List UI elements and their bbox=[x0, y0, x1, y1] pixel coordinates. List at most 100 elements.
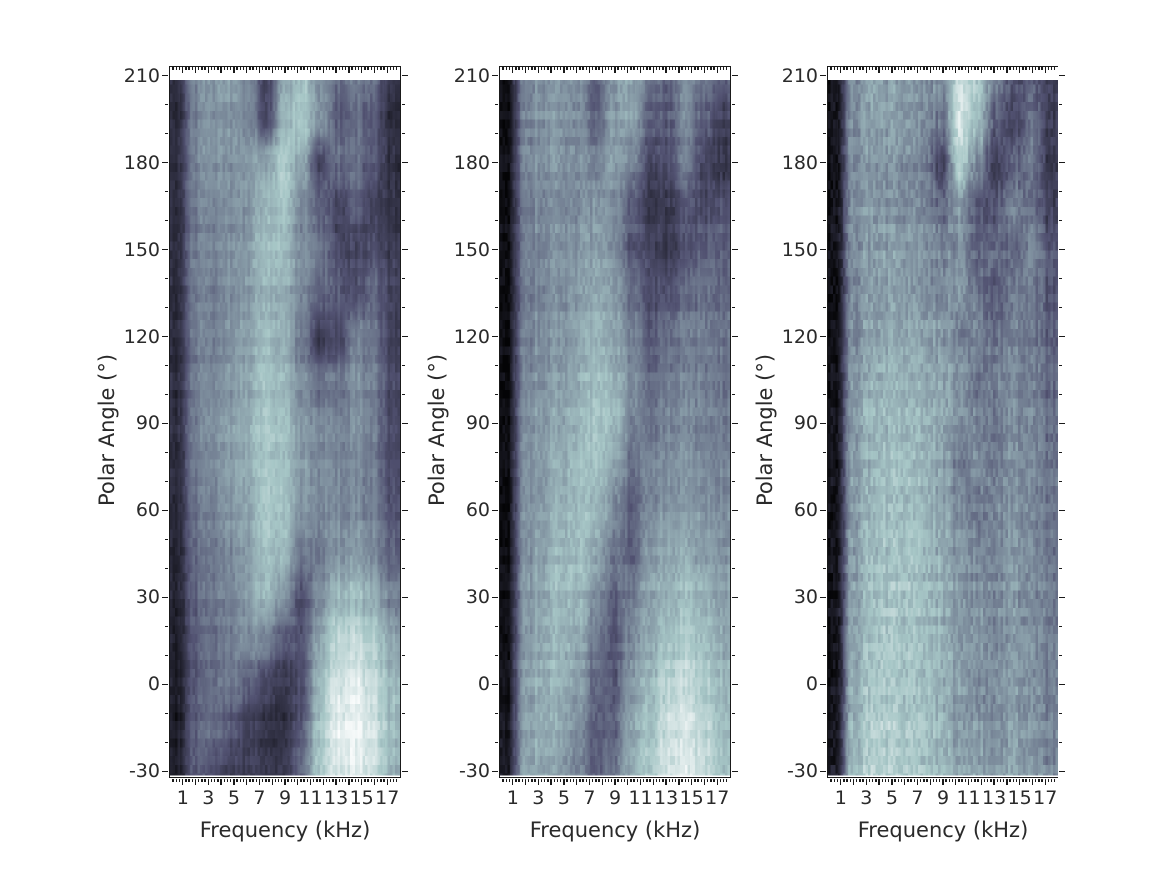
x-minor-tick bbox=[643, 778, 645, 782]
y-minor-tick bbox=[495, 480, 499, 483]
y-minor-tick bbox=[823, 654, 827, 656]
y-minor-tick-right bbox=[731, 451, 735, 454]
x-minor-tick-top bbox=[338, 67, 340, 71]
x-axis-label: Frequency (kHz) bbox=[857, 818, 1029, 842]
x-minor-tick bbox=[293, 778, 296, 782]
y-minor-tick bbox=[823, 306, 827, 309]
y-minor-tick bbox=[495, 219, 499, 222]
x-minor-tick-top bbox=[595, 67, 597, 71]
x-major-tick-top bbox=[852, 67, 855, 73]
y-minor-tick-right bbox=[1058, 538, 1062, 541]
x-minor-tick-top bbox=[502, 67, 504, 71]
x-minor-tick bbox=[1034, 778, 1037, 782]
y-minor-tick bbox=[495, 190, 499, 193]
x-minor-tick bbox=[1050, 778, 1053, 782]
x-minor-tick-top bbox=[531, 67, 533, 71]
x-minor-tick bbox=[681, 778, 683, 782]
y-minor-tick bbox=[165, 538, 169, 541]
x-minor-tick-top bbox=[894, 67, 896, 71]
x-axis-label: Frequency (kHz) bbox=[199, 818, 371, 842]
x-tick-label: 7 bbox=[911, 787, 924, 809]
y-minor-tick-right bbox=[731, 741, 735, 743]
x-minor-tick bbox=[540, 778, 543, 782]
x-minor-tick-top bbox=[726, 67, 728, 71]
x-minor-tick bbox=[607, 778, 610, 782]
y-major-tick-right bbox=[1058, 509, 1065, 512]
y-tick-label: 60 bbox=[135, 499, 160, 522]
x-tick-label: 7 bbox=[253, 787, 266, 809]
x-minor-tick bbox=[396, 778, 398, 782]
x-major-tick-top bbox=[563, 67, 565, 73]
x-minor-tick-top bbox=[607, 67, 610, 71]
x-minor-tick-top bbox=[380, 67, 382, 71]
y-major-tick-right bbox=[401, 248, 408, 251]
x-major-tick bbox=[322, 778, 325, 785]
x-minor-tick bbox=[534, 778, 536, 782]
y-minor-tick-right bbox=[401, 741, 405, 743]
y-major-tick-right bbox=[1058, 683, 1065, 685]
y-minor-tick-right bbox=[1058, 219, 1062, 222]
x-minor-tick-top bbox=[623, 67, 626, 71]
x-minor-tick bbox=[697, 778, 699, 782]
x-major-tick bbox=[1018, 778, 1021, 785]
y-minor-tick bbox=[823, 538, 827, 541]
x-minor-tick bbox=[502, 778, 504, 782]
y-major-tick bbox=[492, 509, 499, 512]
x-minor-tick bbox=[611, 778, 613, 782]
heatmap-axes-3 bbox=[827, 66, 1058, 778]
x-minor-tick-top bbox=[856, 67, 858, 71]
x-major-tick-top bbox=[335, 67, 337, 73]
x-minor-tick bbox=[1041, 778, 1043, 782]
x-minor-tick bbox=[566, 778, 568, 782]
y-major-tick-right bbox=[401, 74, 408, 77]
x-major-tick bbox=[716, 778, 718, 785]
y-tick-label: 180 bbox=[123, 151, 160, 174]
x-minor-tick-top bbox=[1054, 67, 1056, 71]
x-major-tick-top bbox=[524, 67, 527, 73]
y-major-tick-right bbox=[731, 161, 738, 164]
x-major-tick bbox=[703, 778, 706, 785]
y-minor-tick bbox=[823, 132, 827, 135]
x-minor-tick bbox=[620, 778, 623, 782]
x-minor-tick bbox=[633, 778, 635, 782]
x-major-tick-top bbox=[297, 67, 299, 73]
y-minor-tick-right bbox=[1058, 625, 1062, 627]
x-minor-tick bbox=[684, 778, 686, 782]
x-minor-tick bbox=[623, 778, 626, 782]
y-major-tick bbox=[162, 161, 169, 164]
x-major-tick bbox=[1044, 778, 1046, 785]
x-minor-tick-top bbox=[396, 67, 398, 71]
x-major-tick bbox=[967, 778, 970, 785]
x-minor-tick bbox=[999, 778, 1002, 782]
x-major-tick-top bbox=[840, 67, 842, 73]
x-minor-tick-top bbox=[945, 67, 947, 71]
y-minor-tick bbox=[165, 306, 169, 309]
x-minor-tick-top bbox=[636, 67, 639, 71]
x-minor-tick-top bbox=[604, 67, 607, 71]
x-major-tick-top bbox=[601, 67, 603, 73]
y-major-tick-right bbox=[731, 596, 738, 599]
y-tick-label: 210 bbox=[453, 64, 490, 87]
x-minor-tick-top bbox=[923, 67, 925, 71]
y-minor-tick-right bbox=[401, 625, 405, 627]
y-minor-tick bbox=[495, 451, 499, 454]
x-minor-tick-top bbox=[884, 67, 887, 71]
x-major-tick bbox=[284, 778, 286, 785]
y-minor-tick bbox=[165, 480, 169, 483]
y-tick-label: 90 bbox=[465, 412, 490, 435]
x-minor-tick-top bbox=[175, 67, 178, 71]
y-minor-tick-right bbox=[401, 103, 405, 106]
x-minor-tick-top bbox=[887, 67, 890, 71]
x-minor-tick bbox=[913, 778, 915, 782]
x-minor-tick-top bbox=[582, 67, 584, 71]
x-minor-tick bbox=[694, 778, 696, 782]
x-minor-tick-top bbox=[971, 67, 973, 71]
x-minor-tick bbox=[830, 778, 832, 782]
x-minor-tick-top bbox=[559, 67, 562, 71]
y-tick-label: -30 bbox=[128, 760, 160, 783]
y-major-tick-right bbox=[401, 509, 408, 512]
y-minor-tick-right bbox=[401, 538, 405, 541]
x-minor-tick bbox=[977, 778, 979, 782]
y-minor-tick bbox=[495, 654, 499, 656]
x-minor-tick-top bbox=[389, 67, 392, 71]
